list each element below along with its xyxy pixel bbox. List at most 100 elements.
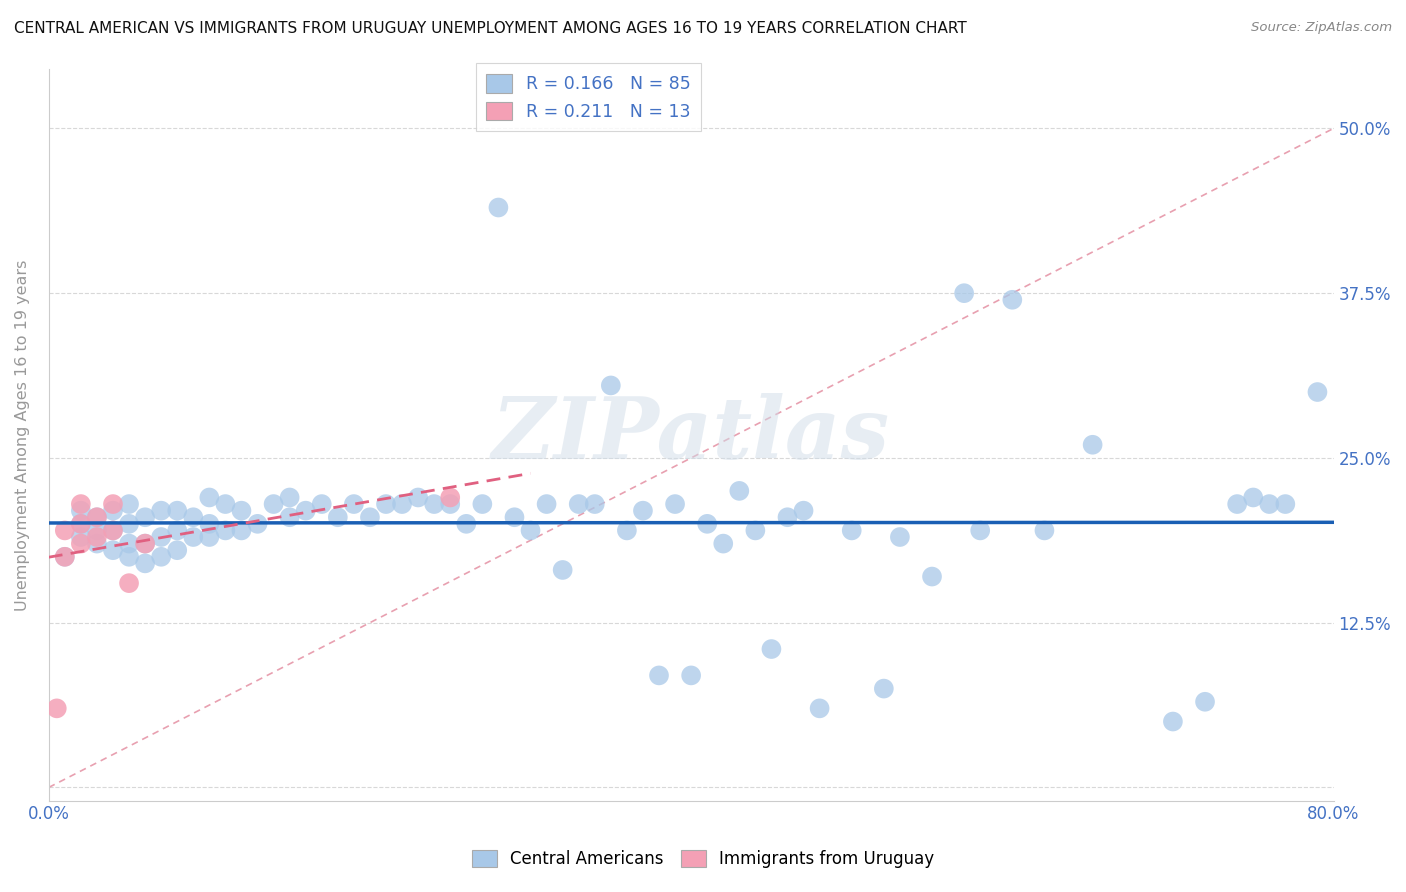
Point <box>631 503 654 517</box>
Point <box>118 536 141 550</box>
Point <box>375 497 398 511</box>
Point <box>150 549 173 564</box>
Legend: Central Americans, Immigrants from Uruguay: Central Americans, Immigrants from Urugu… <box>465 843 941 875</box>
Point <box>519 524 541 538</box>
Point <box>101 543 124 558</box>
Point <box>70 516 93 531</box>
Point <box>70 516 93 531</box>
Point <box>841 524 863 538</box>
Point <box>86 510 108 524</box>
Point <box>134 557 156 571</box>
Point <box>808 701 831 715</box>
Point <box>536 497 558 511</box>
Point <box>86 524 108 538</box>
Point <box>969 524 991 538</box>
Point <box>1274 497 1296 511</box>
Point <box>551 563 574 577</box>
Point <box>1033 524 1056 538</box>
Point <box>648 668 671 682</box>
Point <box>118 497 141 511</box>
Point <box>101 503 124 517</box>
Y-axis label: Unemployment Among Ages 16 to 19 years: Unemployment Among Ages 16 to 19 years <box>15 260 30 610</box>
Point <box>278 510 301 524</box>
Point <box>406 491 429 505</box>
Point <box>1241 491 1264 505</box>
Point <box>889 530 911 544</box>
Point <box>181 510 204 524</box>
Point <box>166 543 188 558</box>
Point <box>294 503 316 517</box>
Point <box>728 483 751 498</box>
Point <box>873 681 896 696</box>
Point <box>696 516 718 531</box>
Point <box>166 524 188 538</box>
Point <box>503 510 526 524</box>
Point <box>793 503 815 517</box>
Point <box>486 201 509 215</box>
Point <box>568 497 591 511</box>
Point <box>118 576 141 591</box>
Point <box>456 516 478 531</box>
Point <box>776 510 799 524</box>
Point <box>246 516 269 531</box>
Point <box>311 497 333 511</box>
Point <box>1194 695 1216 709</box>
Point <box>278 491 301 505</box>
Point <box>150 530 173 544</box>
Point <box>1226 497 1249 511</box>
Point <box>70 503 93 517</box>
Point <box>263 497 285 511</box>
Point <box>1258 497 1281 511</box>
Point <box>45 701 67 715</box>
Point <box>391 497 413 511</box>
Point <box>439 491 461 505</box>
Point <box>214 497 236 511</box>
Point <box>1306 384 1329 399</box>
Point <box>744 524 766 538</box>
Point <box>53 549 76 564</box>
Point <box>439 497 461 511</box>
Point <box>616 524 638 538</box>
Point <box>1161 714 1184 729</box>
Point <box>134 536 156 550</box>
Point <box>214 524 236 538</box>
Point <box>86 536 108 550</box>
Point <box>231 524 253 538</box>
Point <box>198 491 221 505</box>
Point <box>118 549 141 564</box>
Legend: R = 0.166   N = 85, R = 0.211   N = 13: R = 0.166 N = 85, R = 0.211 N = 13 <box>475 63 702 131</box>
Point <box>664 497 686 511</box>
Point <box>150 503 173 517</box>
Text: CENTRAL AMERICAN VS IMMIGRANTS FROM URUGUAY UNEMPLOYMENT AMONG AGES 16 TO 19 YEA: CENTRAL AMERICAN VS IMMIGRANTS FROM URUG… <box>14 21 967 36</box>
Point <box>53 549 76 564</box>
Point <box>359 510 381 524</box>
Point <box>166 503 188 517</box>
Point <box>761 642 783 657</box>
Point <box>231 503 253 517</box>
Point <box>1001 293 1024 307</box>
Text: Source: ZipAtlas.com: Source: ZipAtlas.com <box>1251 21 1392 34</box>
Text: ZIPatlas: ZIPatlas <box>492 393 890 476</box>
Point <box>86 510 108 524</box>
Point <box>70 536 93 550</box>
Point <box>326 510 349 524</box>
Point <box>118 516 141 531</box>
Point <box>101 497 124 511</box>
Point <box>181 530 204 544</box>
Point <box>921 569 943 583</box>
Point <box>101 524 124 538</box>
Point <box>583 497 606 511</box>
Point <box>86 530 108 544</box>
Point <box>70 497 93 511</box>
Point <box>101 524 124 538</box>
Point <box>53 524 76 538</box>
Point <box>681 668 703 682</box>
Point <box>134 510 156 524</box>
Point <box>343 497 366 511</box>
Point <box>953 286 976 301</box>
Point <box>711 536 734 550</box>
Point <box>471 497 494 511</box>
Point <box>1081 438 1104 452</box>
Point <box>134 536 156 550</box>
Point <box>70 530 93 544</box>
